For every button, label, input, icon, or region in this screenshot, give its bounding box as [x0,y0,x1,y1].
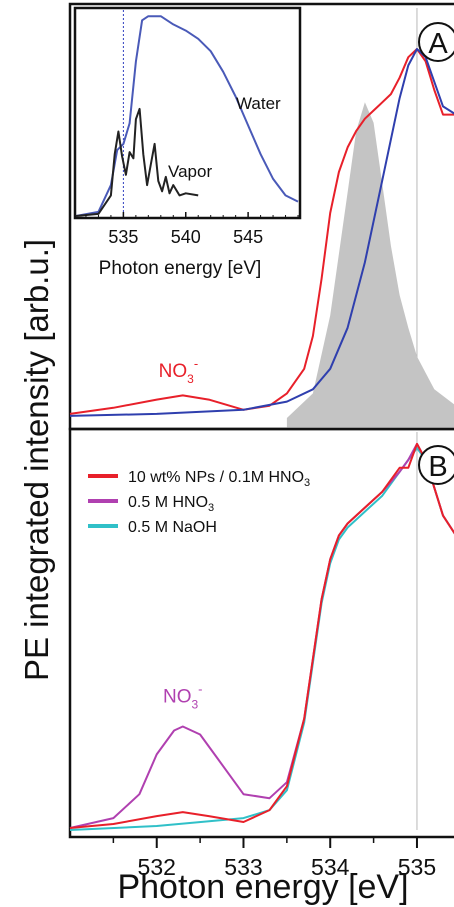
legend: 10 wt% NPs / 0.1M HNO3 0.5 M HNO3 0.5 M Na… [88,469,310,536]
inset-x-tick-label: 535 [108,227,138,247]
inset-series-1-line [75,107,199,217]
panel-b-label-text: B [428,451,447,483]
legend-label: 0.5 M HNO3 [128,494,214,514]
inset-vapor-label: Vapor [168,162,212,181]
y-axis-label: PE integrated intensity [arb.u.] [18,239,55,681]
x-tick-label: 532 [138,854,176,880]
panel-a-annotation-0: NO3- [159,356,199,386]
panel-b-annotation-0: NO3- [163,682,203,712]
inset-chart: 535 540 545 Water Vapor Photon energy [eV] [73,6,302,279]
inset-x-tick-label: 540 [171,227,201,247]
inset-x-tick-label: 545 [233,227,263,247]
inset-x-axis-label: Photon energy [eV] [99,258,262,279]
x-tick-label: 535 [398,854,436,880]
x-tick-label: 533 [224,854,262,880]
x-axis-label: Photon energy [eV] [117,868,408,906]
inset-water-label: Water [236,94,281,113]
panel-b-label: B [418,445,454,485]
panel-a-series-2-area [286,102,454,428]
panel-a-series-1-line [69,48,454,417]
inset-series-0-line [75,15,299,217]
legend-label: 0.5 M NaOH [128,519,217,536]
legend-label: 10 wt% NPs / 0.1M HNO3 [128,469,310,489]
panel-b-series-0-line [69,442,454,829]
panel-b: NO3- B 10 wt% NPs / 0.1M HNO3 0.5 M HNO3 0… [68,427,454,839]
panel-b-frame [68,427,454,839]
panel-a: NO3- A 535 540 545 Water Vapor Photon ener… [68,2,454,431]
panel-a-label-text: A [428,28,448,60]
x-axis: 532 533 534 535 [112,837,436,880]
inset-frame [73,6,302,220]
panel-a-label: A [418,22,454,62]
x-tick-label: 534 [311,854,350,880]
